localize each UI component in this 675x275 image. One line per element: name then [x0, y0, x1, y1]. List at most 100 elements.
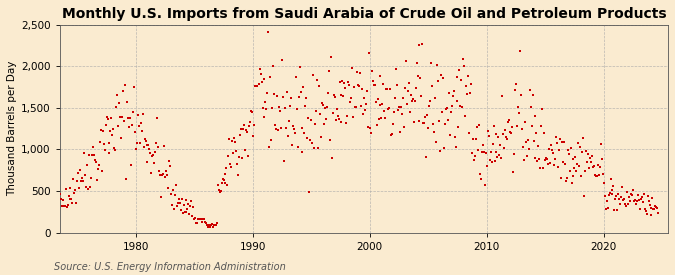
Point: [258, 77, 269, 82]
Point: [215, 189, 226, 193]
Point: [418, 120, 429, 125]
Point: [573, 141, 584, 145]
Point: [269, 92, 279, 96]
Point: [468, 158, 479, 162]
Point: [234, 155, 244, 159]
Point: [375, 103, 386, 107]
Point: [430, 95, 441, 100]
Point: [568, 174, 579, 178]
Point: [190, 216, 200, 220]
Point: [609, 208, 620, 213]
Point: [454, 68, 465, 73]
Point: [161, 173, 172, 177]
Point: [161, 169, 171, 173]
Point: [297, 125, 308, 130]
Point: [443, 91, 454, 95]
Point: [100, 123, 111, 128]
Point: [620, 202, 630, 206]
Point: [213, 188, 224, 192]
Point: [413, 43, 424, 47]
Point: [205, 225, 215, 229]
Point: [163, 186, 173, 190]
Point: [165, 192, 176, 196]
Point: [113, 124, 124, 128]
Point: [246, 110, 257, 114]
Point: [421, 155, 432, 159]
Point: [574, 164, 585, 169]
Point: [563, 152, 574, 156]
Point: [99, 148, 110, 152]
Point: [452, 98, 463, 103]
Point: [626, 192, 637, 197]
Point: [132, 141, 142, 145]
Point: [423, 126, 433, 130]
Point: [337, 78, 348, 83]
Point: [501, 134, 512, 139]
Point: [362, 125, 373, 129]
Point: [554, 147, 564, 152]
Point: [544, 147, 555, 151]
Point: [534, 156, 545, 161]
Point: [631, 199, 642, 203]
Point: [435, 149, 446, 153]
Point: [536, 124, 547, 128]
Point: [371, 123, 382, 127]
Point: [414, 119, 425, 124]
Point: [363, 51, 374, 56]
Point: [641, 212, 652, 216]
Point: [386, 133, 397, 138]
Point: [312, 77, 323, 82]
Point: [644, 202, 655, 207]
Point: [635, 197, 646, 202]
Point: [569, 165, 580, 170]
Point: [293, 95, 304, 99]
Point: [600, 207, 611, 211]
Point: [652, 206, 663, 210]
Point: [514, 49, 525, 54]
Point: [380, 116, 391, 120]
Point: [88, 153, 99, 157]
Point: [365, 131, 376, 135]
Point: [188, 205, 198, 209]
Point: [545, 143, 556, 147]
Point: [77, 175, 88, 180]
Point: [603, 193, 614, 198]
Point: [156, 194, 167, 199]
Point: [147, 154, 158, 159]
Point: [556, 140, 567, 144]
Point: [319, 122, 329, 127]
Point: [593, 163, 603, 167]
Point: [179, 210, 190, 214]
Point: [154, 169, 165, 174]
Point: [585, 156, 595, 160]
Point: [514, 111, 524, 116]
Point: [235, 133, 246, 138]
Point: [591, 174, 601, 178]
Point: [229, 135, 240, 140]
Point: [549, 162, 560, 167]
Point: [494, 153, 505, 157]
Point: [61, 205, 72, 209]
Point: [586, 160, 597, 164]
Point: [63, 194, 74, 198]
Point: [119, 119, 130, 123]
Point: [88, 145, 99, 149]
Point: [405, 93, 416, 98]
Point: [350, 104, 360, 109]
Point: [163, 159, 174, 163]
Point: [551, 135, 562, 139]
Point: [86, 153, 97, 157]
Point: [143, 143, 154, 147]
Point: [138, 145, 149, 149]
Point: [577, 150, 588, 154]
Point: [216, 181, 227, 186]
Point: [396, 104, 406, 109]
Title: Monthly U.S. Imports from Saudi Arabia of Crude Oil and Petroleum Products: Monthly U.S. Imports from Saudi Arabia o…: [61, 7, 666, 21]
Point: [126, 123, 137, 128]
Point: [547, 148, 558, 153]
Point: [417, 42, 428, 46]
Point: [117, 89, 128, 94]
Point: [411, 61, 422, 65]
Point: [273, 128, 284, 132]
Point: [424, 104, 435, 108]
